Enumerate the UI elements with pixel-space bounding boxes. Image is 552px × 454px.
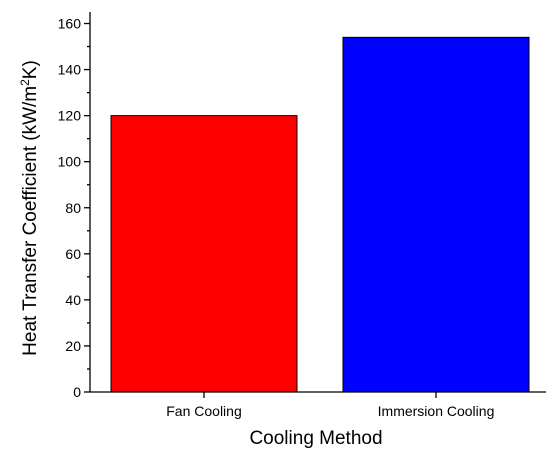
y-tick-label: 120 (58, 108, 82, 124)
y-axis-title-tail: K) (20, 60, 41, 79)
x-tick-label: Fan Cooling (166, 403, 242, 419)
bar-fan-cooling (110, 115, 298, 393)
y-tick-label: 40 (65, 292, 81, 308)
y-tick-label: 80 (65, 200, 81, 216)
y-axis-title-main: Heat Transfer Coefficient (kW/m (20, 86, 41, 356)
y-tick-label: 100 (58, 154, 82, 170)
x-tick-label: Immersion Cooling (378, 403, 495, 419)
bars-group (110, 36, 530, 393)
x-axis: Fan Cooling Immersion Cooling (90, 391, 546, 419)
y-tick-label: 0 (73, 384, 81, 400)
y-tick-label: 60 (65, 246, 81, 262)
y-tick-label: 160 (58, 16, 82, 32)
y-axis-title: Heat Transfer Coefficient (kW/m2K) (18, 60, 41, 356)
x-axis-title: Cooling Method (249, 428, 382, 449)
y-axis: 0 20 40 60 80 100 120 140 160 (58, 12, 91, 400)
y-tick-label: 140 (58, 62, 82, 78)
y-axis-title-superscript: 2 (18, 79, 32, 86)
bar-immersion-cooling (342, 36, 530, 393)
y-tick-label: 20 (65, 338, 81, 354)
